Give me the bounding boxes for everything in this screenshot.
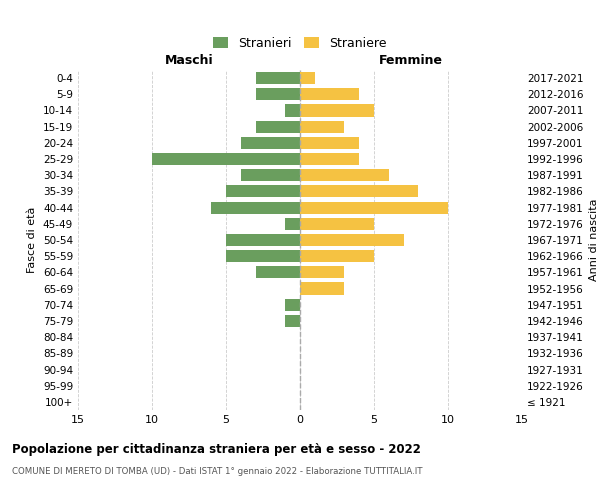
Bar [285, 104, 300, 117]
Bar [256, 266, 300, 278]
Text: Popolazione per cittadinanza straniera per età e sesso - 2022: Popolazione per cittadinanza straniera p… [12, 442, 421, 456]
Bar [300, 120, 344, 132]
Bar [256, 120, 300, 132]
Text: Maschi: Maschi [164, 54, 214, 67]
Bar [300, 72, 315, 84]
Bar [226, 186, 300, 198]
Bar [300, 202, 448, 213]
Y-axis label: Fasce di età: Fasce di età [28, 207, 37, 273]
Bar [226, 250, 300, 262]
Y-axis label: Anni di nascita: Anni di nascita [589, 198, 599, 281]
Legend: Stranieri, Straniere: Stranieri, Straniere [208, 32, 392, 55]
Bar [300, 104, 374, 117]
Bar [300, 250, 374, 262]
Bar [300, 88, 359, 101]
Bar [152, 153, 300, 165]
Bar [226, 234, 300, 246]
Bar [285, 298, 300, 311]
Bar [241, 169, 300, 181]
Text: Femmine: Femmine [379, 54, 443, 67]
Bar [300, 218, 374, 230]
Bar [285, 218, 300, 230]
Bar [241, 137, 300, 149]
Bar [300, 234, 404, 246]
Bar [256, 88, 300, 101]
Bar [300, 266, 344, 278]
Bar [285, 315, 300, 327]
Bar [300, 137, 359, 149]
Bar [300, 186, 418, 198]
Text: COMUNE DI MERETO DI TOMBA (UD) - Dati ISTAT 1° gennaio 2022 - Elaborazione TUTTI: COMUNE DI MERETO DI TOMBA (UD) - Dati IS… [12, 468, 422, 476]
Bar [256, 72, 300, 84]
Bar [211, 202, 300, 213]
Bar [300, 153, 359, 165]
Bar [300, 169, 389, 181]
Bar [300, 282, 344, 294]
